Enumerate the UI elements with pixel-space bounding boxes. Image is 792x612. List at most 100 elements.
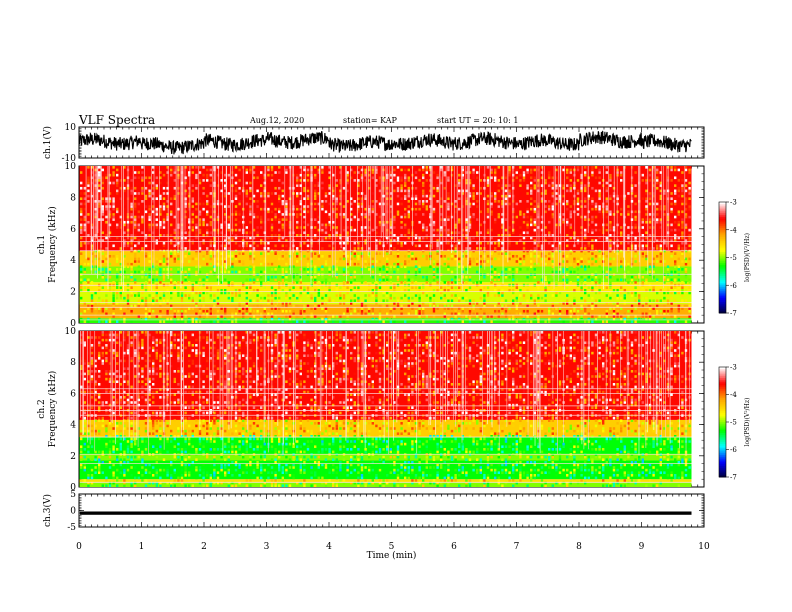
ch1-spectrogram-cell [321,265,324,269]
ch1-spectrogram-cell [260,220,263,224]
ch1-spectrogram-cell [83,228,86,232]
ch1-spectrogram-cell [159,207,162,211]
ch1-spectrogram-cell [504,218,508,221]
ch1-spectrogram-cell [357,171,360,174]
ch1-spectrogram-cell [198,307,202,310]
ch1-spectrogram-cell [105,312,108,316]
ch1-spectrogram-cell [396,241,400,245]
ch1-spectrogram-cell [605,312,608,316]
ch1-spectrogram-cell [533,254,536,258]
ch1-spectrogram-cell [130,179,133,182]
ch1-spectrogram-cell [468,315,472,318]
ch1-spectrogram-cell [299,244,302,248]
ch1-spectrogram-cell [159,296,162,300]
ch1-spectrogram-cell [526,309,529,313]
ch1-spectrogram-cell [512,268,515,271]
ch1-spectrogram-cell [306,189,310,193]
ch1-spectrogram-cell [584,299,587,303]
ch1-spectrogram-cell [270,291,274,295]
ch1-spectrogram-cell [112,254,115,258]
ch1-spectrogram-cell [209,231,212,235]
ch1-spectrogram-cell [389,210,392,214]
ch1-spectrogram-cell [324,210,328,214]
ch1-spectrogram-cell [321,296,324,300]
ch1-spectrogram-cell [580,275,583,279]
ch1-spectrogram-cell [537,234,540,237]
ch1-spectrogram-cell [584,247,587,250]
ch1-spectrogram-cell [587,197,590,201]
ch1-spectrogram-cell [216,320,220,323]
ch1-spectrogram-cell [119,296,122,300]
ch1-spectrogram-cell [479,288,482,292]
ch1-spectrogram-cell [623,294,626,297]
ch1-spectrogram-cell [468,307,472,310]
ch1-spectrogram-cell [414,244,418,248]
ch1-spectrogram-cell [609,176,612,180]
ch1-spectrogram-cell [486,315,490,318]
ch1-spectrogram-cell [198,304,202,308]
ch1-spectrogram-cell [321,268,324,271]
ch1-spectrogram-cell [238,302,241,305]
ch1-spectrogram-cell [371,207,374,211]
ch1-spectrogram-cell [288,288,292,292]
ch1-spectrogram-cell [566,168,569,172]
ch1-spectrogram-cell [94,231,97,235]
ch1-spectrogram-cell [616,309,619,313]
ch1-spectrogram-cell [576,268,580,271]
ch1-spectrogram-cell [472,236,475,240]
ch1-spectrogram-cell [659,239,662,242]
ch1-spectrogram-cell [112,281,115,284]
ch1-spectrogram-cell [242,262,245,266]
ch1-spectrogram-cell [173,320,176,323]
ch1-spectrogram-cell [681,281,684,284]
ch1-spectrogram-cell [119,307,122,310]
ch1-spectrogram-cell [630,304,634,308]
ch1-spectrogram-cell [231,262,234,266]
ch1-spectrogram-cell [472,200,475,203]
ch1-spectrogram-cell [656,176,659,180]
ch1-spectrogram-cell [198,181,202,185]
ch1-spectrogram-cell [688,184,691,187]
ch1-spectrogram-cell [206,223,209,227]
ch1-spectrogram-cell [296,260,299,263]
ch1-spectrogram-cell [407,210,410,214]
ch1-spectrogram-cell [224,312,227,316]
ch1-spectrogram-cell [360,192,364,195]
ch1-spectrogram-cell [173,257,176,261]
ch1-spectrogram-cell [148,281,151,284]
ch1-spectrogram-cell [299,257,302,261]
ch1-spectrogram-cell [422,168,425,172]
ch1-spectrogram-cell [123,320,126,323]
ch1-spectrogram-cell [508,241,511,245]
ch1-spectrogram-cell [472,202,475,206]
ch1-spectrogram-cell [440,179,443,182]
ch1-spectrogram-cell [533,231,536,235]
ch1-spectrogram-cell [443,286,446,289]
ch1-spectrogram-cell [267,220,270,224]
ch1-spectrogram-cell [378,304,382,308]
ch1-spectrogram-cell [87,278,90,282]
ch1-spectrogram-cell [321,181,324,185]
ch1-spectrogram-cell [422,192,425,195]
ch1-spectrogram-cell [364,168,367,172]
ch1-spectrogram-cell [101,275,104,279]
ch1-spectrogram-cell [90,302,94,305]
ch1-spectrogram-cell [216,296,220,300]
ch1-spectrogram-cell [414,309,418,313]
ch1-spectrogram-cell [443,312,446,316]
ch1-spectrogram-cell [162,257,166,261]
ch1-spectrogram-cell [357,296,360,300]
ch1-spectrogram-cell [389,173,392,177]
ch1-spectrogram-cell [432,278,436,282]
ch1-spectrogram-cell [126,299,130,303]
ch1-spectrogram-cell [681,268,684,271]
ch1-spectrogram-cell [422,176,425,180]
ch1-spectrogram-cell [321,202,324,206]
ch1-spectrogram-cell [375,294,378,297]
ch1-spectrogram-cell [310,275,313,279]
ch1-spectrogram-cell [688,205,691,208]
ch1-waveform-line [78,130,692,155]
ch1-spectrogram-cell [584,236,587,240]
ch1-spectrogram-cell [220,226,223,229]
ch1-spectrogram-cell [400,307,403,310]
